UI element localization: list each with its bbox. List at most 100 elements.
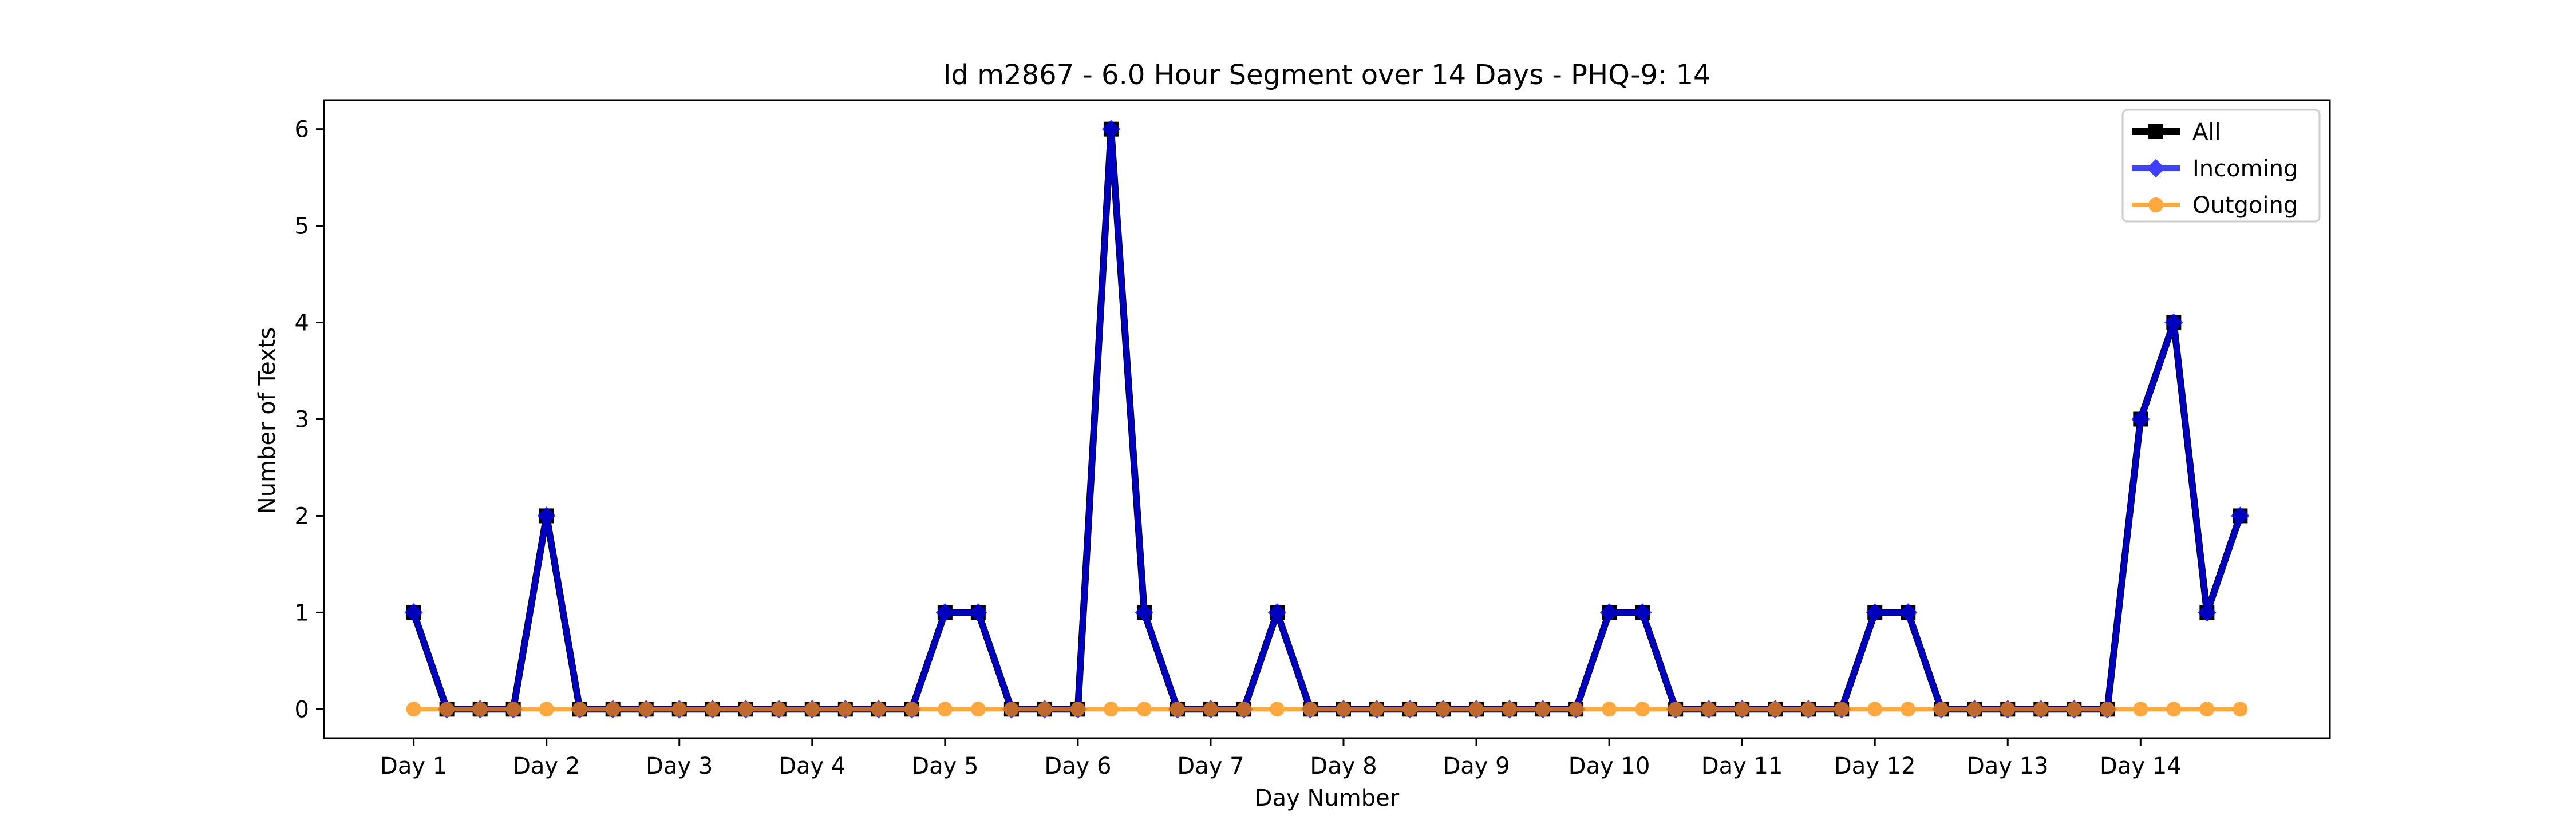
x-tick-label: Day 4 (779, 753, 846, 779)
chart-title: Id m2867 - 6.0 Hour Segment over 14 Days… (943, 59, 1710, 91)
data-point-outgoing (705, 702, 720, 717)
data-point-outgoing (605, 702, 621, 717)
data-point-outgoing (1070, 702, 1085, 717)
data-point-incoming (935, 603, 955, 622)
y-tick-label: 2 (295, 503, 309, 529)
data-point-outgoing (771, 702, 787, 717)
data-point-incoming (1101, 120, 1121, 138)
data-point-outgoing (1136, 702, 1152, 717)
y-axis-label: Number of Texts (254, 327, 280, 514)
legend-item-outgoing (2132, 197, 2180, 212)
series-outgoing (406, 702, 2248, 717)
data-point-outgoing (2199, 702, 2215, 717)
data-point-outgoing (2133, 702, 2148, 717)
data-point-incoming (1899, 603, 1918, 622)
data-point-outgoing (1502, 702, 1518, 717)
data-point-outgoing (970, 702, 986, 717)
data-point-outgoing (738, 702, 753, 717)
y-tick-label: 1 (295, 600, 309, 626)
data-point-outgoing (1735, 702, 1750, 717)
data-point-incoming (2131, 410, 2150, 429)
x-tick-label: Day 11 (1701, 753, 1783, 779)
data-point-outgoing (1336, 702, 1352, 717)
data-point-outgoing (1402, 702, 1418, 717)
y-tick-label: 3 (295, 407, 309, 433)
data-point-outgoing (937, 702, 953, 717)
data-point-outgoing (1834, 702, 1850, 717)
data-point-outgoing (1369, 702, 1385, 717)
data-point-outgoing (871, 702, 886, 717)
data-point-outgoing (572, 702, 587, 717)
x-tick-label: Day 10 (1568, 753, 1650, 779)
data-point-outgoing (1801, 702, 1816, 717)
legend-item-incoming (2132, 159, 2180, 178)
data-point-outgoing (2000, 702, 2016, 717)
data-point-outgoing (2100, 702, 2115, 717)
data-point-outgoing (1302, 702, 1318, 717)
data-point-outgoing (1901, 702, 1916, 717)
y-tick-label: 0 (295, 696, 309, 723)
data-point-incoming (2164, 313, 2183, 332)
data-point-outgoing (1535, 702, 1551, 717)
series-line-incoming (410, 126, 2243, 712)
legend-item-all (2132, 124, 2180, 139)
data-point-incoming (2198, 603, 2217, 622)
x-tick-label: Day 13 (1967, 753, 2049, 779)
legend-label-all: All (2192, 119, 2221, 145)
data-point-incoming (969, 603, 988, 622)
x-tick-label: Day 9 (1443, 753, 1510, 779)
x-tick-label: Day 1 (380, 753, 447, 779)
x-axis: Day 1 Day 2 Day 3 Day 4 Day 5 Day 6 Day 7 Day 8… (380, 738, 2182, 779)
x-tick-label: Day 2 (513, 753, 580, 779)
data-point-outgoing (638, 702, 654, 717)
data-point-outgoing (2166, 702, 2182, 717)
data-point-incoming (1135, 603, 1154, 622)
data-point-incoming (2231, 506, 2250, 525)
data-point-outgoing (1037, 702, 1052, 717)
legend-marker-outgoing (2148, 197, 2163, 212)
data-point-outgoing (671, 702, 687, 717)
data-point-incoming (404, 603, 423, 622)
data-point-outgoing (804, 702, 820, 717)
data-point-outgoing (837, 702, 853, 717)
data-point-outgoing (904, 702, 919, 717)
x-tick-label: Day 14 (2100, 753, 2182, 779)
data-point-incoming (537, 506, 556, 525)
x-tick-label: Day 6 (1044, 753, 1111, 779)
y-axis: 0 1 2 3 4 5 6 (295, 117, 324, 723)
x-tick-label: Day 5 (911, 753, 978, 779)
plot-area (404, 120, 2250, 719)
x-tick-label: Day 7 (1177, 753, 1244, 779)
data-point-outgoing (1469, 702, 1484, 717)
series-all (406, 121, 2248, 717)
data-point-outgoing (1103, 702, 1119, 717)
series-line-all (410, 125, 2244, 713)
data-point-outgoing (406, 702, 421, 717)
data-point-outgoing (1701, 702, 1717, 717)
data-point-outgoing (1170, 702, 1185, 717)
series-incoming (404, 120, 2250, 719)
legend-marker-incoming (2146, 159, 2166, 178)
data-point-incoming (1633, 603, 1652, 622)
data-point-outgoing (1269, 702, 1285, 717)
legend-marker-all (2148, 124, 2163, 139)
x-tick-label: Day 8 (1310, 753, 1377, 779)
y-tick-label: 6 (295, 117, 309, 143)
data-point-outgoing (2067, 702, 2082, 717)
data-point-outgoing (1934, 702, 1949, 717)
data-point-outgoing (1436, 702, 1451, 717)
data-point-outgoing (2233, 702, 2248, 717)
legend-label-incoming: Incoming (2192, 156, 2298, 182)
legend-label-outgoing: Outgoing (2192, 192, 2298, 219)
data-point-incoming (1866, 603, 1884, 622)
plot-frame (323, 99, 2331, 739)
data-point-outgoing (505, 702, 521, 717)
data-point-outgoing (1003, 702, 1019, 717)
data-point-outgoing (1568, 702, 1584, 717)
y-tick-label: 5 (295, 213, 309, 240)
data-point-outgoing (1602, 702, 1617, 717)
x-tick-label: Day 12 (1834, 753, 1916, 779)
data-point-outgoing (1867, 702, 1883, 717)
data-point-outgoing (1768, 702, 1783, 717)
